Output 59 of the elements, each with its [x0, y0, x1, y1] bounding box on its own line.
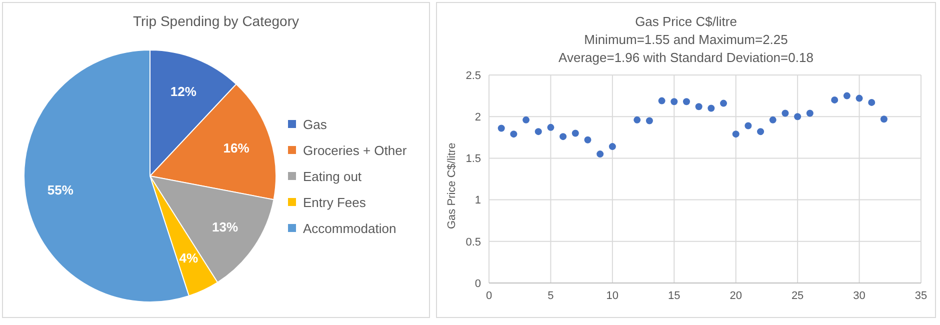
x-tick-label: 25: [791, 290, 804, 302]
text: Average=1.96 with Standard Deviation=0.18: [558, 49, 814, 67]
point: [634, 116, 641, 124]
point: [608, 143, 616, 150]
y-tick-label: 0.5: [466, 236, 481, 248]
point: [732, 130, 740, 138]
chart-title: Trip Spending by Category: [132, 13, 300, 29]
point: [806, 110, 814, 117]
point: [596, 150, 604, 158]
point: [794, 113, 802, 120]
x-tick-label: 35: [914, 290, 928, 302]
data-label: 16%: [223, 140, 250, 156]
point: [831, 96, 838, 104]
point: [682, 98, 690, 106]
point: [744, 122, 752, 130]
chart-title: Gas Price C$/litre: [634, 13, 738, 31]
x-tick-label: 20: [730, 290, 742, 302]
point: [522, 116, 530, 124]
point: [658, 97, 666, 104]
point: [547, 124, 554, 131]
y-tick-label: 2: [474, 112, 481, 124]
x-tick-label: 30: [853, 290, 866, 302]
point: [708, 104, 715, 112]
point: [695, 103, 702, 110]
data-label: 12%: [170, 84, 197, 100]
point: [856, 94, 863, 102]
point: [720, 100, 728, 107]
x-tick-label: 10: [606, 290, 619, 302]
data-label: 55%: [47, 182, 74, 198]
x-tick-label: 0: [486, 290, 492, 302]
legend-label: Entry Fees: [302, 194, 367, 212]
point: [534, 128, 542, 136]
y-axis-title: Gas Price C$/litre: [446, 142, 458, 229]
y-tick-label: 1: [474, 194, 481, 207]
point: [782, 110, 789, 117]
point: [868, 98, 876, 106]
x-tick-label: 15: [668, 290, 680, 302]
point: [560, 133, 567, 140]
legend-label: Accommodation: [302, 220, 398, 238]
point: [670, 98, 678, 106]
point: [843, 92, 850, 100]
y-tick-label: 2.5: [466, 70, 481, 82]
point: [572, 130, 579, 137]
point: [646, 117, 653, 124]
point: [757, 128, 764, 136]
point: [510, 130, 518, 138]
point: [880, 116, 888, 123]
legend-label: Eating out: [302, 168, 363, 186]
legend-label: Gas: [302, 116, 328, 134]
point: [769, 116, 776, 124]
legend-label: Groceries + Other: [302, 142, 407, 160]
point: [584, 136, 592, 144]
y-tick-label: 1.5: [466, 153, 481, 166]
point: [498, 124, 505, 132]
data-label: 13%: [212, 219, 238, 234]
data-label: 4%: [179, 250, 198, 266]
chart-subtitle: Minimum=1.55 and Maximum=2.25: [583, 31, 789, 49]
y-tick-label: 0: [474, 278, 481, 290]
x-tick-label: 5: [548, 290, 554, 302]
